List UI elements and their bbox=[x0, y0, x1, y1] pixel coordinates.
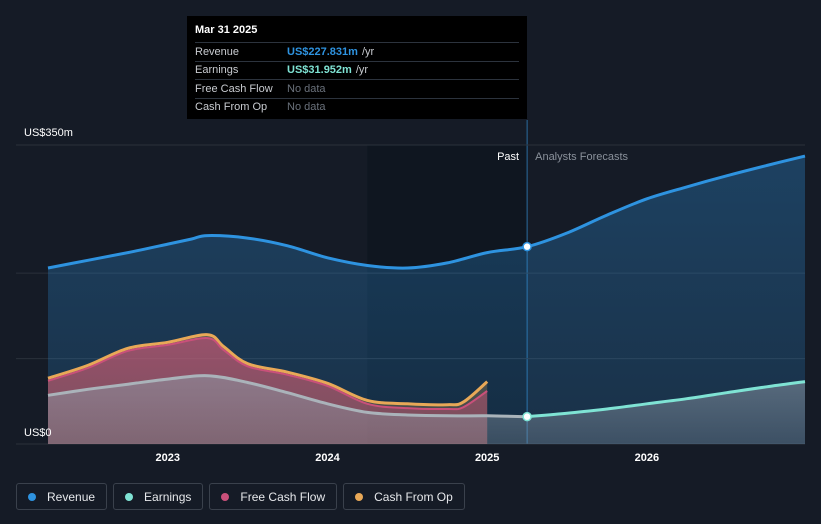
free-cash-flow-dot-icon bbox=[221, 492, 230, 501]
tooltip-row-free-cash-flow: Free Cash Flow No data bbox=[195, 79, 519, 98]
cash-from-op-dot-icon bbox=[355, 492, 364, 501]
tooltip-value: US$227.831m bbox=[287, 45, 358, 58]
earnings-past-line bbox=[47, 374, 528, 419]
earnings-area bbox=[48, 375, 805, 444]
earnings-dot-icon bbox=[125, 492, 134, 501]
legend-item-free-cash-flow[interactable]: Free Cash Flow bbox=[209, 483, 338, 510]
revenue-dot-icon bbox=[28, 492, 36, 501]
legend-item-revenue[interactable]: Revenue bbox=[16, 483, 108, 510]
tooltip-unit: /yr bbox=[361, 45, 375, 58]
y-axis-label-top: US$350m bbox=[24, 127, 73, 139]
past-label: Past bbox=[497, 151, 519, 163]
legend-item-cash-from-op[interactable]: Cash From Op bbox=[343, 483, 465, 510]
forecast-label: Analysts Forecasts bbox=[535, 151, 628, 163]
free-cash-flow-line bbox=[47, 337, 488, 411]
tooltip-unit: /yr bbox=[355, 64, 369, 77]
revenue-point bbox=[522, 241, 532, 252]
tooltip-date: Mar 31 2025 bbox=[195, 24, 258, 36]
legend-label: Earnings bbox=[144, 489, 192, 504]
tooltip-value: US$31.952m bbox=[287, 64, 352, 77]
earnings-point bbox=[522, 411, 532, 422]
tooltip-label: Revenue bbox=[195, 45, 240, 58]
legend: Revenue Earnings Free Cash Flow Cash Fro… bbox=[16, 483, 465, 510]
cash-from-op-line bbox=[47, 333, 489, 407]
x-tick-label: 2024 bbox=[315, 452, 340, 464]
x-tick-label: 2026 bbox=[635, 452, 659, 464]
earnings-forecast-line bbox=[526, 380, 806, 419]
tooltip: Mar 31 2025 Revenue US$227.831m /yr Earn… bbox=[187, 16, 527, 119]
tooltip-label: Cash From Op bbox=[195, 101, 268, 114]
x-tick-label: 2023 bbox=[156, 452, 180, 464]
tooltip-label: Free Cash Flow bbox=[195, 82, 273, 95]
tooltip-row-revenue: Revenue US$227.831m /yr bbox=[195, 42, 519, 61]
x-tick-label: 2025 bbox=[475, 452, 499, 464]
tooltip-label: Earnings bbox=[195, 64, 239, 77]
legend-label: Revenue bbox=[47, 489, 96, 504]
legend-label: Free Cash Flow bbox=[240, 489, 326, 504]
legend-item-earnings[interactable]: Earnings bbox=[113, 483, 204, 510]
y-axis-label-bottom: US$0 bbox=[24, 427, 52, 439]
tooltip-value: No data bbox=[287, 101, 326, 114]
tooltip-row-cash-from-op: Cash From Op No data bbox=[195, 97, 519, 117]
revenue-line bbox=[47, 154, 806, 270]
tooltip-value: No data bbox=[287, 82, 326, 95]
legend-label: Cash From Op bbox=[374, 489, 453, 504]
tooltip-row-earnings: Earnings US$31.952m /yr bbox=[195, 60, 519, 80]
